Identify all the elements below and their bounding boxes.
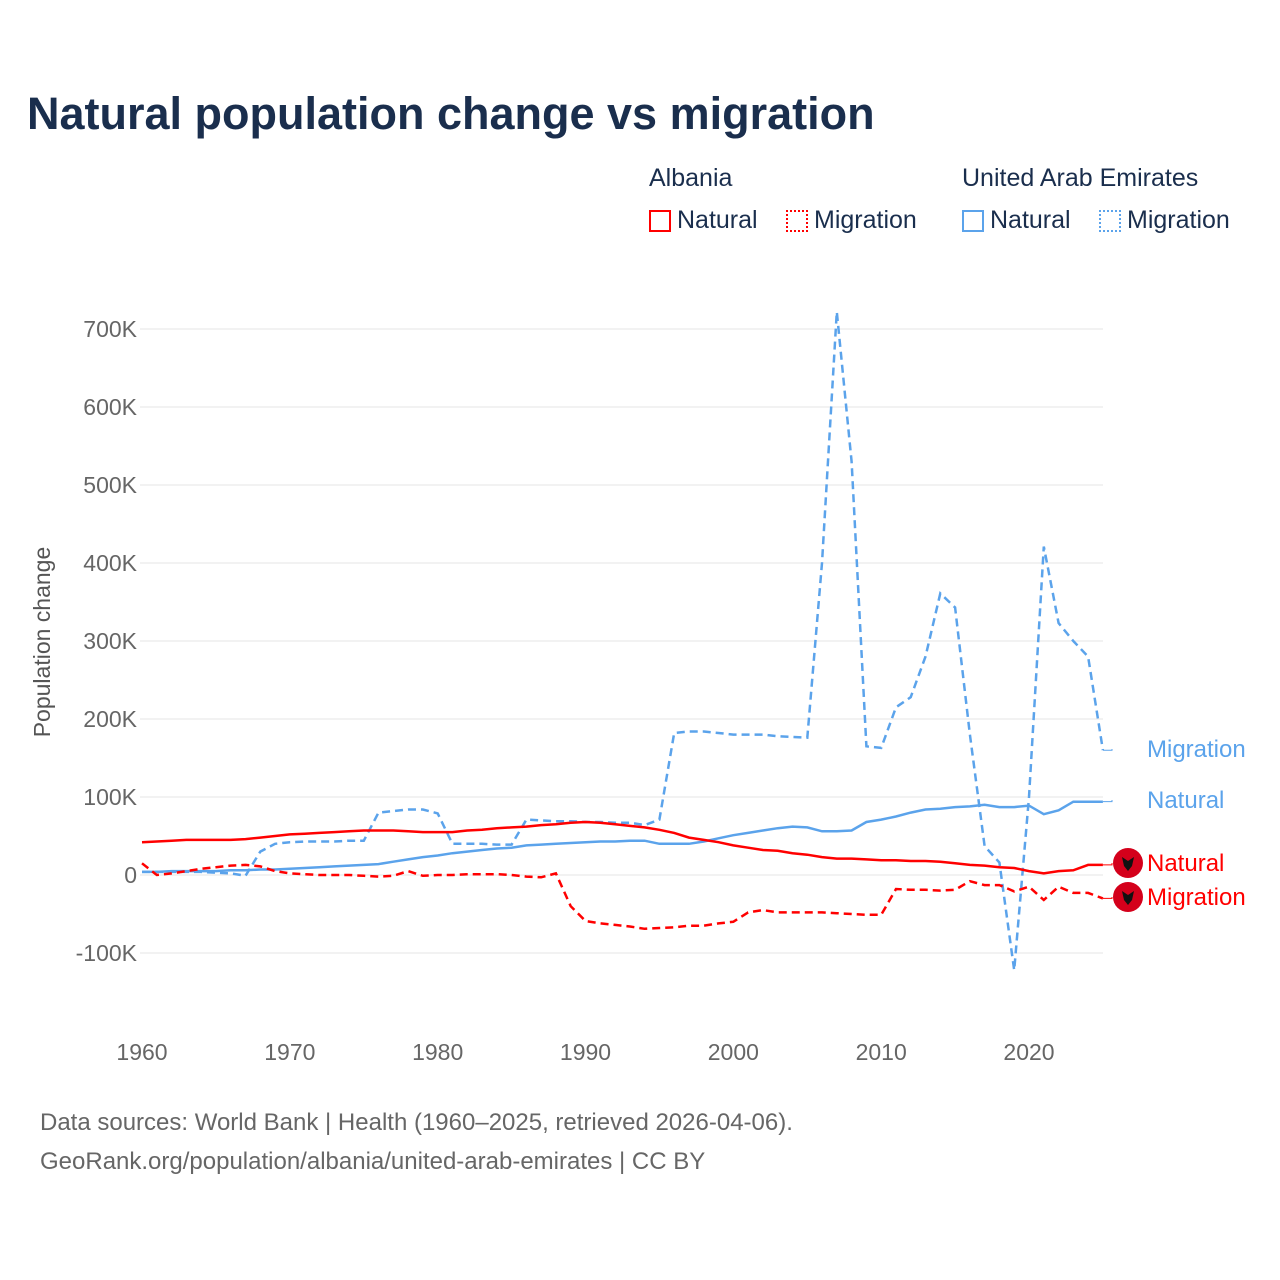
legend-item-uae-migration[interactable]: Migration — [1099, 206, 1230, 235]
legend-swatch — [786, 210, 808, 232]
legend-label: Natural — [677, 206, 758, 234]
legend-swatch — [649, 210, 671, 232]
chart-title: Natural population change vs migration — [27, 88, 875, 139]
series-end-label: Natural — [1147, 787, 1224, 814]
y-tick-label: 0 — [124, 862, 137, 888]
source-line-1: Data sources: World Bank | Health (1960–… — [40, 1109, 793, 1136]
series-line-0[interactable] — [142, 311, 1105, 971]
legend-label: Natural — [990, 206, 1071, 234]
label-connector — [1103, 749, 1113, 751]
albania-flag-icon — [1113, 848, 1143, 878]
uae-flag-icon — [1113, 785, 1143, 815]
y-axis-label: Population change — [29, 547, 55, 738]
y-tick-label: -100K — [76, 940, 138, 966]
x-tick-label: 2010 — [856, 1039, 907, 1065]
legend-group-uae: United Arab Emirates — [962, 164, 1199, 192]
x-tick-label: 1970 — [264, 1039, 315, 1065]
y-tick-label: 200K — [83, 706, 137, 732]
uae-flag-icon — [1113, 734, 1143, 764]
series-end-label: Migration — [1147, 884, 1246, 911]
label-connector — [1103, 863, 1113, 866]
x-tick-label: 2000 — [708, 1039, 759, 1065]
legend-label: Migration — [1127, 206, 1230, 234]
y-tick-label: 700K — [83, 316, 137, 342]
legend-group-albania: Albania — [649, 164, 733, 192]
legend-item-albania-migration[interactable]: Migration — [786, 206, 917, 235]
label-connector — [1103, 897, 1113, 899]
series-line-2[interactable] — [141, 820, 1103, 875]
x-tick-label: 1960 — [116, 1039, 167, 1065]
albania-flag-icon — [1113, 882, 1143, 912]
y-tick-label: 300K — [83, 628, 137, 654]
x-tick-label: 1990 — [560, 1039, 611, 1065]
legend-item-uae-natural[interactable]: Natural — [962, 206, 1071, 235]
legend-label: Migration — [814, 206, 917, 234]
label-connector — [1103, 800, 1113, 803]
series-end-label: Natural — [1147, 850, 1224, 877]
y-tick-label: 500K — [83, 472, 137, 498]
x-tick-label: 1980 — [412, 1039, 463, 1065]
series-line-3[interactable] — [141, 862, 1104, 931]
y-tick-label: 600K — [83, 394, 137, 420]
source-line-2[interactable]: GeoRank.org/population/albania/united-ar… — [40, 1148, 706, 1175]
series-end-label: Migration — [1147, 736, 1246, 763]
legend-swatch — [962, 210, 984, 232]
x-tick-label: 2020 — [1003, 1039, 1054, 1065]
legend-swatch — [1099, 210, 1121, 232]
series-line-1[interactable] — [142, 800, 1103, 874]
legend-item-albania-natural[interactable]: Natural — [649, 206, 758, 235]
y-tick-label: 400K — [83, 550, 137, 576]
y-tick-label: 100K — [83, 784, 137, 810]
